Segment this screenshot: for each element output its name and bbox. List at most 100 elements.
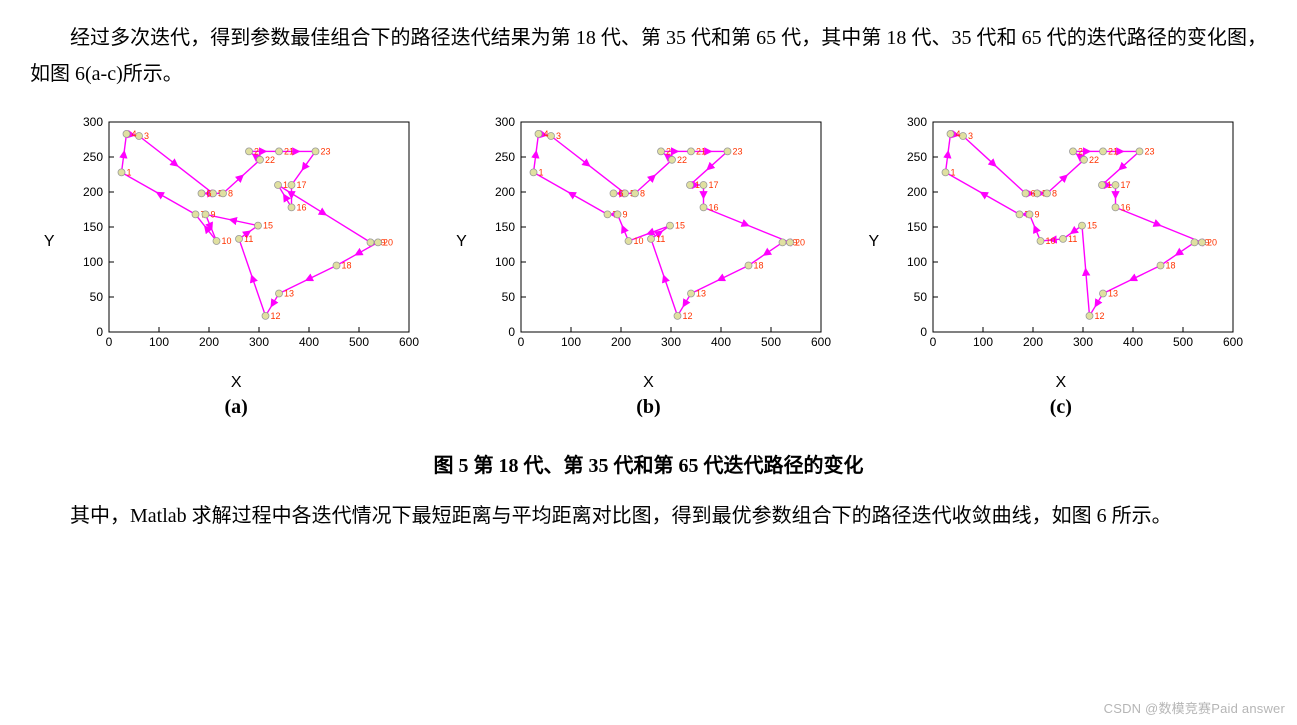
svg-text:6: 6	[1031, 188, 1036, 198]
paragraph-2: 其中，Matlab 求解过程中各迭代情况下最短距离与平均距离对比图，得到最优参数…	[30, 498, 1267, 534]
svg-text:2: 2	[1078, 146, 1083, 156]
svg-text:200: 200	[1023, 335, 1043, 349]
svg-text:16: 16	[1121, 202, 1131, 212]
svg-text:0: 0	[96, 325, 103, 339]
svg-text:16: 16	[708, 202, 718, 212]
svg-text:13: 13	[696, 289, 706, 299]
svg-text:600: 600	[398, 335, 418, 349]
svg-text:100: 100	[148, 335, 168, 349]
svg-text:23: 23	[320, 146, 330, 156]
svg-text:17: 17	[708, 180, 718, 190]
svg-text:400: 400	[298, 335, 318, 349]
watermark: CSDN @数模竞赛Paid answer	[1104, 698, 1285, 717]
svg-text:150: 150	[907, 220, 927, 234]
svg-text:20: 20	[383, 237, 393, 247]
svg-text:250: 250	[907, 150, 927, 164]
y-axis-label: Y	[456, 233, 467, 251]
svg-text:21: 21	[284, 146, 294, 156]
svg-text:20: 20	[795, 237, 805, 247]
chart-svg: 0100200300400500600050100150200250300123…	[471, 112, 841, 372]
svg-text:9: 9	[1035, 209, 1040, 219]
subplot-label: (c)	[1050, 396, 1072, 419]
svg-text:12: 12	[682, 311, 692, 321]
figure-row: Y010020030040050060005010015020025030012…	[30, 112, 1267, 419]
subplot-label: (b)	[636, 396, 660, 419]
svg-text:100: 100	[907, 255, 927, 269]
figure-caption: 图 5 第 18 代、第 35 代和第 65 代迭代路径的变化	[30, 449, 1267, 478]
svg-text:15: 15	[263, 221, 273, 231]
svg-text:21: 21	[696, 146, 706, 156]
svg-text:3: 3	[968, 131, 973, 141]
svg-text:0: 0	[517, 335, 524, 349]
svg-text:500: 500	[348, 335, 368, 349]
svg-text:600: 600	[1223, 335, 1243, 349]
svg-text:18: 18	[341, 261, 351, 271]
svg-text:200: 200	[611, 335, 631, 349]
svg-text:17: 17	[1121, 180, 1131, 190]
svg-text:11: 11	[244, 234, 253, 244]
svg-text:12: 12	[270, 311, 280, 321]
svg-text:23: 23	[732, 146, 742, 156]
svg-text:300: 300	[82, 115, 102, 129]
svg-text:250: 250	[82, 150, 102, 164]
svg-text:6: 6	[618, 188, 623, 198]
svg-text:300: 300	[495, 115, 515, 129]
svg-text:13: 13	[1108, 289, 1118, 299]
svg-text:18: 18	[753, 261, 763, 271]
svg-text:300: 300	[248, 335, 268, 349]
x-axis-label: X	[1055, 374, 1066, 392]
svg-text:2: 2	[666, 146, 671, 156]
y-axis-label: Y	[868, 233, 879, 251]
svg-text:8: 8	[640, 188, 645, 198]
svg-text:4: 4	[543, 129, 548, 139]
chart-svg: 0100200300400500600050100150200250300123…	[59, 112, 429, 372]
svg-text:50: 50	[89, 290, 103, 304]
svg-text:300: 300	[661, 335, 681, 349]
svg-text:200: 200	[198, 335, 218, 349]
chart-panel-a: Y010020030040050060005010015020025030012…	[44, 112, 429, 419]
paragraph-1: 经过多次迭代，得到参数最佳组合下的路径迭代结果为第 18 代、第 35 代和第 …	[30, 20, 1267, 92]
svg-text:0: 0	[508, 325, 515, 339]
x-axis-label: X	[231, 374, 242, 392]
svg-text:10: 10	[1046, 236, 1056, 246]
svg-text:100: 100	[82, 255, 102, 269]
svg-text:21: 21	[1108, 146, 1118, 156]
svg-text:1: 1	[538, 167, 543, 177]
svg-text:4: 4	[131, 129, 136, 139]
svg-text:100: 100	[495, 255, 515, 269]
svg-text:20: 20	[1207, 237, 1217, 247]
svg-text:10: 10	[221, 236, 231, 246]
svg-text:9: 9	[622, 209, 627, 219]
svg-text:10: 10	[633, 236, 643, 246]
svg-text:11: 11	[656, 234, 665, 244]
svg-text:0: 0	[105, 335, 112, 349]
svg-text:9: 9	[210, 209, 215, 219]
chart-svg: 0100200300400500600050100150200250300123…	[883, 112, 1253, 372]
svg-text:150: 150	[82, 220, 102, 234]
svg-text:4: 4	[956, 129, 961, 139]
svg-text:3: 3	[556, 131, 561, 141]
svg-text:2: 2	[254, 146, 259, 156]
chart-panel-c: Y010020030040050060005010015020025030012…	[868, 112, 1253, 419]
svg-text:22: 22	[677, 155, 687, 165]
svg-text:18: 18	[1166, 261, 1176, 271]
svg-text:23: 23	[1145, 146, 1155, 156]
svg-text:22: 22	[1089, 155, 1099, 165]
svg-text:16: 16	[296, 202, 306, 212]
svg-text:11: 11	[1068, 234, 1077, 244]
svg-text:8: 8	[228, 188, 233, 198]
svg-text:1: 1	[951, 167, 956, 177]
y-axis-label: Y	[44, 233, 55, 251]
svg-text:13: 13	[284, 289, 294, 299]
svg-text:6: 6	[206, 188, 211, 198]
svg-text:300: 300	[907, 115, 927, 129]
svg-text:200: 200	[907, 185, 927, 199]
svg-text:50: 50	[914, 290, 928, 304]
svg-text:0: 0	[920, 325, 927, 339]
svg-text:17: 17	[296, 180, 306, 190]
svg-text:15: 15	[675, 221, 685, 231]
chart-panel-b: Y010020030040050060005010015020025030012…	[456, 112, 841, 419]
svg-text:22: 22	[265, 155, 275, 165]
svg-text:500: 500	[1173, 335, 1193, 349]
svg-text:400: 400	[711, 335, 731, 349]
